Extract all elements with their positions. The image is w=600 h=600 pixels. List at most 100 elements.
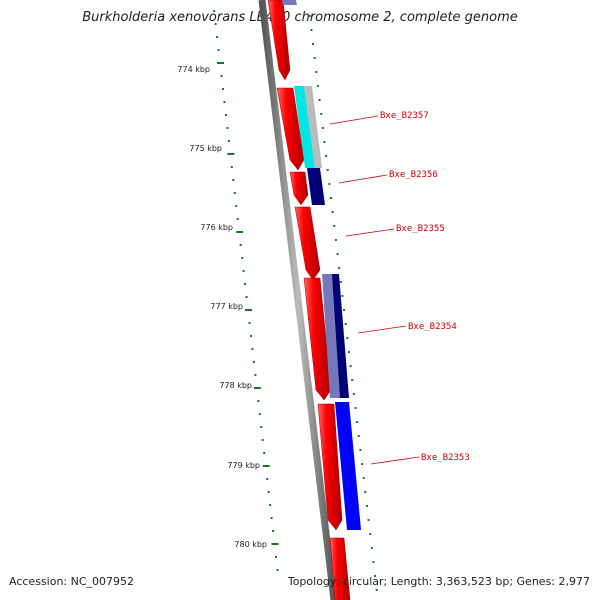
cds-arrow[interactable] xyxy=(276,87,305,171)
gene-label-bxe-b2354[interactable]: Bxe_B2354 xyxy=(408,322,457,332)
gc-dot xyxy=(242,270,245,272)
outer-track-dot xyxy=(343,309,346,311)
cds-arrow[interactable] xyxy=(289,171,309,206)
gene-labels: Bxe_B2357 Bxe_B2356 Bxe_B2355 Bxe_B2354 … xyxy=(380,111,470,463)
outer-track-dot xyxy=(328,183,331,185)
outer-track-dot xyxy=(334,239,337,241)
tick-label-780: 780 kbp xyxy=(234,540,267,549)
outer-track-dot xyxy=(333,225,336,227)
gc-dot xyxy=(267,491,270,493)
leader-line xyxy=(345,228,395,237)
genome-summary-text: Topology: circular; Length: 3,363,523 bp… xyxy=(287,575,590,588)
outer-track-dot xyxy=(349,365,352,367)
outer-track-dot xyxy=(364,491,367,493)
leader-line xyxy=(357,325,407,334)
cds-arrow[interactable] xyxy=(317,403,343,531)
outer-track-dot xyxy=(344,323,347,325)
outer-track-dot xyxy=(320,113,323,115)
feature-block-slate-top[interactable] xyxy=(282,0,297,5)
gc-dot xyxy=(263,452,266,454)
gc-dot xyxy=(235,205,238,207)
outer-track-dot xyxy=(331,211,334,213)
leader-line xyxy=(370,456,420,465)
feature-block-navy[interactable] xyxy=(307,168,325,205)
gene-label-bxe-b2353[interactable]: Bxe_B2353 xyxy=(421,453,470,463)
gene-label-bxe-b2357[interactable]: Bxe_B2357 xyxy=(380,111,429,121)
gc-dot xyxy=(254,374,257,376)
gc-dot xyxy=(236,218,239,220)
outer-track-dot xyxy=(338,267,341,269)
outer-track-dot xyxy=(362,477,365,479)
gc-dot xyxy=(276,569,279,571)
cds-arrow[interactable] xyxy=(303,277,332,401)
gc-tick-mark xyxy=(236,231,244,233)
feature-block-grey[interactable] xyxy=(304,86,322,168)
gene-label-bxe-b2356[interactable]: Bxe_B2356 xyxy=(389,170,438,180)
gc-tick-mark xyxy=(271,543,279,545)
outer-track-dot xyxy=(346,337,349,339)
gc-track xyxy=(213,10,279,571)
feature-block-navy-2[interactable] xyxy=(332,274,349,398)
cds-arrows xyxy=(267,0,351,600)
gc-tick-mark xyxy=(253,387,261,389)
gc-dot xyxy=(251,348,254,350)
outer-track-dot xyxy=(341,295,344,297)
gc-dot xyxy=(224,114,227,116)
outer-track-dot xyxy=(312,43,315,45)
outer-track-dot xyxy=(310,29,313,31)
accession-text: Accession: NC_007952 xyxy=(9,575,135,588)
tick-label-774: 774 kbp xyxy=(177,65,210,74)
leader-line xyxy=(329,115,379,125)
feature-block-slate[interactable] xyxy=(322,274,340,398)
gc-dot xyxy=(230,166,233,168)
gc-dot xyxy=(232,179,235,181)
outer-track-dot xyxy=(354,407,357,409)
feature-block-cyan[interactable] xyxy=(294,86,315,168)
tick-label-777: 777 kbp xyxy=(210,302,243,311)
outer-track-dot xyxy=(347,351,350,353)
cds-arrow[interactable] xyxy=(267,0,291,81)
gc-dot xyxy=(239,244,242,246)
outer-track-dot xyxy=(375,589,378,591)
outer-track-dot xyxy=(336,253,339,255)
tick-label-776: 776 kbp xyxy=(200,223,233,232)
outer-track-dot xyxy=(352,393,355,395)
outer-track-dot xyxy=(316,85,319,87)
outer-track-dot xyxy=(323,141,326,143)
gc-dot xyxy=(233,192,236,194)
gc-tick-mark xyxy=(245,309,253,311)
gc-dot xyxy=(257,400,260,402)
gc-dot xyxy=(252,361,255,363)
gc-dot xyxy=(223,101,226,103)
gene-label-bxe-b2355[interactable]: Bxe_B2355 xyxy=(396,224,445,234)
feature-block-blue[interactable] xyxy=(335,402,361,530)
gc-dot xyxy=(261,439,264,441)
outer-track-dot xyxy=(339,281,342,283)
kbp-ticks: 774 kbp 775 kbp 776 kbp 777 kbp 778 kbp … xyxy=(177,65,267,549)
outer-track-dot xyxy=(370,547,373,549)
outer-track-dot xyxy=(359,449,362,451)
gc-dot xyxy=(226,127,229,129)
outer-track-dot xyxy=(318,99,321,101)
cds-arrow[interactable] xyxy=(294,206,321,281)
gc-dot xyxy=(220,75,223,77)
leader-line xyxy=(338,174,388,184)
gc-dot xyxy=(266,478,269,480)
gc-dot xyxy=(248,322,251,324)
gc-dot xyxy=(260,426,263,428)
gc-tick-mark xyxy=(262,465,270,467)
gc-dot xyxy=(213,10,216,12)
gc-dot xyxy=(269,504,272,506)
outer-track-dot xyxy=(357,435,360,437)
map-title: Burkholderia xenovorans LB400 chromosome… xyxy=(82,10,518,25)
gc-dot xyxy=(275,556,278,558)
tick-label-778: 778 kbp xyxy=(219,381,252,390)
label-leaders xyxy=(329,115,420,465)
tick-label-775: 775 kbp xyxy=(189,144,222,153)
gc-dot xyxy=(245,296,248,298)
outer-track-dot xyxy=(367,519,370,521)
outer-track-dot xyxy=(361,463,364,465)
cds-arrow[interactable] xyxy=(329,537,351,600)
gc-dot xyxy=(227,140,230,142)
gc-dot xyxy=(216,36,219,38)
